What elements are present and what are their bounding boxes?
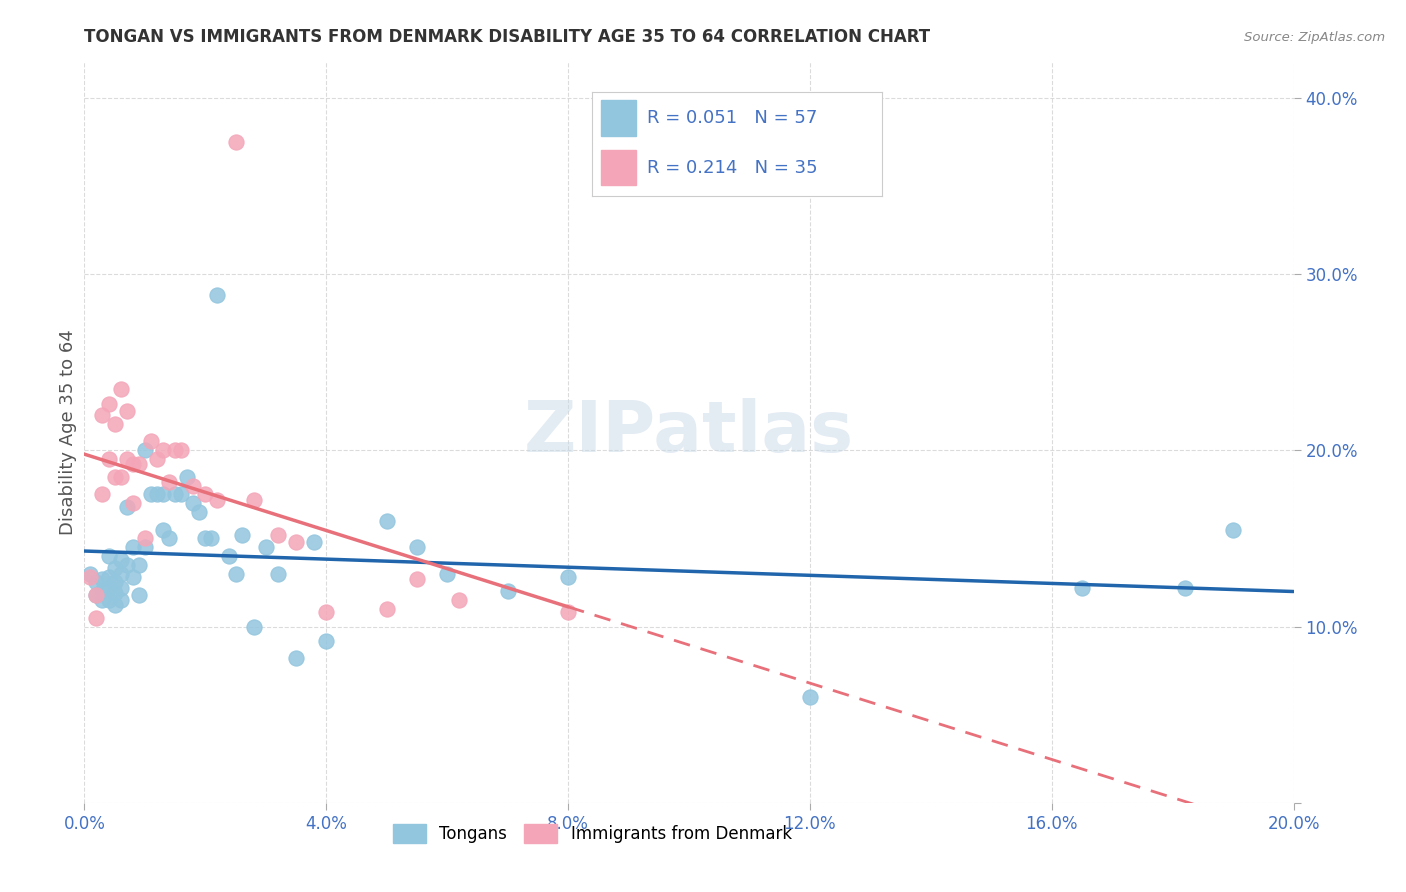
- Point: [86, 575, 108, 590]
- Point: [134, 443, 156, 458]
- Point: [110, 382, 132, 396]
- Point: [91, 487, 114, 501]
- Point: [170, 487, 193, 501]
- Point: [406, 540, 429, 554]
- Point: [170, 443, 193, 458]
- Point: [315, 606, 337, 620]
- Point: [207, 492, 229, 507]
- Point: [121, 540, 143, 554]
- Point: [557, 570, 579, 584]
- Legend: Tongans, Immigrants from Denmark: Tongans, Immigrants from Denmark: [387, 817, 799, 850]
- Text: TONGAN VS IMMIGRANTS FROM DENMARK DISABILITY AGE 35 TO 64 CORRELATION CHART: TONGAN VS IMMIGRANTS FROM DENMARK DISABI…: [84, 28, 931, 45]
- Point: [799, 690, 821, 704]
- Point: [406, 572, 429, 586]
- Point: [152, 523, 174, 537]
- Point: [139, 487, 162, 501]
- Point: [218, 549, 240, 563]
- Point: [104, 469, 127, 483]
- Point: [181, 478, 204, 492]
- Point: [267, 566, 290, 581]
- Point: [496, 584, 519, 599]
- Point: [97, 452, 120, 467]
- Point: [128, 588, 150, 602]
- Point: [110, 593, 132, 607]
- Point: [152, 487, 174, 501]
- Point: [110, 552, 132, 566]
- Point: [157, 475, 180, 489]
- Point: [194, 532, 217, 546]
- Point: [176, 469, 198, 483]
- Point: [128, 558, 150, 572]
- Point: [97, 593, 120, 607]
- Point: [104, 575, 127, 590]
- Point: [225, 566, 247, 581]
- Point: [86, 610, 108, 624]
- Point: [231, 528, 253, 542]
- Point: [449, 593, 471, 607]
- Point: [302, 535, 325, 549]
- Point: [97, 549, 120, 563]
- Point: [157, 532, 180, 546]
- Point: [557, 606, 579, 620]
- Point: [86, 588, 108, 602]
- Point: [91, 408, 114, 422]
- Point: [110, 566, 132, 581]
- Y-axis label: Disability Age 35 to 64: Disability Age 35 to 64: [59, 330, 77, 535]
- Point: [97, 397, 120, 411]
- Point: [97, 570, 120, 584]
- Point: [121, 570, 143, 584]
- Point: [104, 561, 127, 575]
- Text: ZIPatlas: ZIPatlas: [524, 398, 853, 467]
- Point: [115, 558, 138, 572]
- Point: [1071, 581, 1094, 595]
- Text: Source: ZipAtlas.com: Source: ZipAtlas.com: [1244, 31, 1385, 45]
- Point: [285, 535, 308, 549]
- Point: [194, 487, 217, 501]
- Point: [436, 566, 458, 581]
- Point: [110, 469, 132, 483]
- Point: [91, 584, 114, 599]
- Point: [242, 619, 264, 633]
- Point: [115, 500, 138, 514]
- Point: [375, 602, 398, 616]
- Point: [134, 532, 156, 546]
- Point: [375, 514, 398, 528]
- Point: [200, 532, 222, 546]
- Point: [267, 528, 290, 542]
- Point: [146, 452, 169, 467]
- Point: [86, 588, 108, 602]
- Point: [181, 496, 204, 510]
- Point: [188, 505, 211, 519]
- Point: [79, 566, 101, 581]
- Point: [91, 572, 114, 586]
- Point: [128, 458, 150, 472]
- Point: [285, 651, 308, 665]
- Point: [165, 487, 187, 501]
- Point: [104, 599, 127, 613]
- Point: [1222, 523, 1244, 537]
- Point: [139, 434, 162, 449]
- Point: [104, 586, 127, 600]
- Point: [110, 581, 132, 595]
- Point: [104, 417, 127, 431]
- Point: [121, 458, 143, 472]
- Point: [115, 452, 138, 467]
- Point: [121, 496, 143, 510]
- Point: [225, 135, 247, 149]
- Point: [152, 443, 174, 458]
- Point: [79, 570, 101, 584]
- Point: [207, 288, 229, 302]
- Point: [1174, 581, 1197, 595]
- Point: [97, 581, 120, 595]
- Point: [146, 487, 169, 501]
- Point: [165, 443, 187, 458]
- Point: [115, 404, 138, 418]
- Point: [91, 593, 114, 607]
- Point: [242, 492, 264, 507]
- Point: [315, 633, 337, 648]
- Point: [134, 540, 156, 554]
- Point: [254, 540, 277, 554]
